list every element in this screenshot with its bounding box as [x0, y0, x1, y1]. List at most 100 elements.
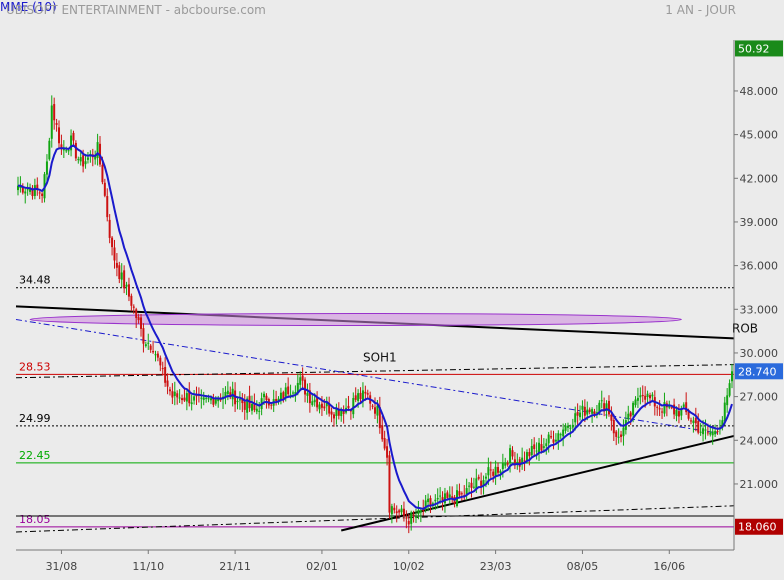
candle-body — [692, 420, 695, 424]
candle-body — [55, 123, 58, 125]
candle-body — [84, 161, 87, 165]
candle-body — [357, 393, 360, 401]
candle-body — [354, 395, 357, 400]
candle-body — [306, 393, 309, 396]
candle-body — [190, 402, 193, 405]
indicator-legend: MME (10) — [0, 0, 57, 14]
low-price-tag: 18.060 — [738, 521, 777, 534]
candle-body — [330, 411, 333, 415]
x-tick-label: 02/01 — [306, 560, 338, 573]
candle-body — [340, 410, 343, 417]
candle-body — [115, 262, 118, 268]
candle-body — [685, 402, 688, 413]
candle-body — [31, 189, 34, 197]
candle-body — [417, 510, 420, 515]
candle-body — [383, 438, 386, 449]
low-price-tag-bg — [735, 518, 783, 535]
candle-body — [632, 402, 635, 416]
candle-body — [441, 497, 444, 501]
candle-body — [316, 397, 319, 408]
candle-body — [538, 442, 541, 453]
candle-body — [152, 351, 155, 353]
candle-body — [689, 420, 692, 422]
y-axis: 48.000 45.000 42.000 39.000 36.000 33.000 30.0… — [733, 40, 779, 550]
candle-body — [74, 142, 77, 159]
candle-body — [212, 398, 215, 405]
candle-body — [434, 499, 437, 502]
candle-body — [103, 182, 106, 196]
candle-body — [361, 390, 364, 402]
candle-body — [284, 387, 287, 397]
candle-body — [661, 411, 664, 413]
period-label: 1 AN - JOUR — [665, 3, 736, 17]
candle-body — [118, 265, 121, 280]
candle-body — [521, 457, 524, 465]
candle-body — [663, 402, 666, 414]
candle-body — [217, 398, 220, 402]
candle-body — [335, 408, 338, 416]
candle-body — [699, 431, 702, 433]
candle-body — [202, 397, 205, 400]
y-tick-label: 39.000 — [740, 216, 779, 229]
candle-body — [504, 463, 507, 466]
candle-body — [279, 392, 282, 401]
candle-body — [21, 186, 24, 193]
candle-body — [634, 399, 637, 406]
candle-body — [366, 393, 369, 395]
candle-body — [648, 395, 651, 399]
candle-body — [50, 105, 53, 139]
candle-body — [229, 392, 232, 398]
candle-body — [468, 485, 471, 487]
candle-body — [219, 399, 222, 401]
candle-body — [470, 482, 473, 488]
candle-body — [535, 450, 538, 452]
candle-body — [429, 498, 432, 506]
candle-body — [45, 161, 48, 175]
candle-body — [282, 392, 285, 400]
candle-body — [301, 375, 304, 381]
candle-body — [617, 436, 620, 438]
candle-body — [487, 467, 490, 476]
candle-body — [704, 429, 707, 431]
candle-body — [364, 391, 367, 394]
candle-body — [528, 452, 531, 457]
candle-body — [94, 156, 97, 160]
candle-body — [185, 393, 188, 402]
y-tick-label: 24.000 — [740, 434, 779, 447]
chart-title: UBISOFT ENTERTAINMENT - abcbourse.com — [6, 3, 266, 17]
mme-line — [17, 144, 733, 510]
candle-body — [656, 406, 659, 408]
candle-body — [140, 317, 143, 329]
candle-body — [241, 397, 244, 404]
candle-body — [591, 409, 594, 414]
candle-body — [200, 397, 203, 399]
candle-body — [311, 401, 314, 405]
candle-body — [603, 403, 606, 412]
lower-channel-line — [15, 505, 735, 533]
candle-body — [337, 409, 340, 416]
candle-body — [566, 425, 569, 428]
candle-body — [106, 196, 109, 218]
candle-body — [65, 150, 68, 152]
level-label: 24.99 — [19, 412, 51, 425]
candle-body — [574, 413, 577, 423]
candle-body — [147, 342, 150, 344]
x-tick-label: 23/03 — [480, 560, 512, 573]
candle-body — [513, 459, 516, 466]
candle-body — [53, 104, 56, 121]
candle-body — [458, 491, 461, 496]
candle-body — [446, 492, 449, 498]
mme-series-line — [17, 144, 733, 510]
candle-body — [253, 402, 256, 410]
candle-body — [318, 404, 321, 410]
candle-body — [419, 510, 422, 513]
candle-body — [144, 344, 147, 347]
candle-body — [79, 157, 82, 162]
candle-body — [38, 192, 41, 194]
candle-body — [173, 391, 176, 396]
candle-body — [111, 237, 114, 248]
candle-body — [627, 413, 630, 420]
candle-body — [400, 508, 403, 513]
candle-body — [263, 393, 266, 398]
